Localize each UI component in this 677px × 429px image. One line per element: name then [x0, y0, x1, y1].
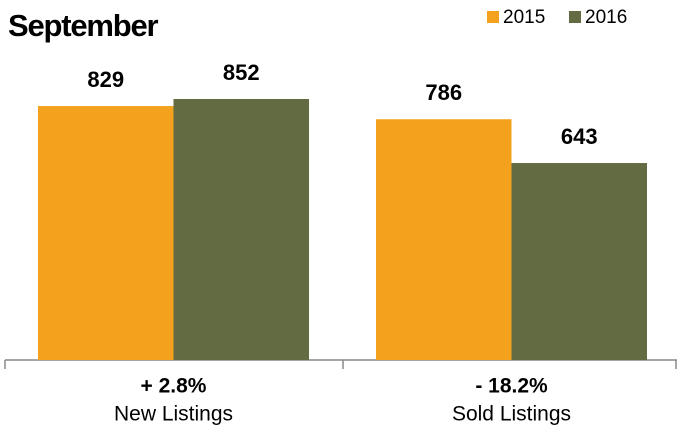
change-annotation: + 2.8%: [141, 375, 207, 398]
change-annotation: - 18.2%: [475, 375, 548, 398]
legend-label: 2016: [585, 7, 627, 28]
bar: [511, 163, 647, 360]
value-label: 786: [425, 80, 462, 105]
legend-swatch: [487, 11, 499, 23]
legend-label: 2015: [503, 7, 545, 28]
legend-swatch: [569, 11, 581, 23]
x-tick-label: Sold Listings: [452, 403, 571, 426]
value-label: 829: [87, 67, 124, 92]
bar: [376, 119, 512, 360]
value-label: 643: [561, 124, 598, 149]
value-label: 852: [223, 60, 260, 85]
bar: [173, 99, 309, 360]
x-tick-label: New Listings: [114, 403, 233, 426]
chart-title: September: [8, 8, 159, 43]
bar: [38, 106, 174, 360]
